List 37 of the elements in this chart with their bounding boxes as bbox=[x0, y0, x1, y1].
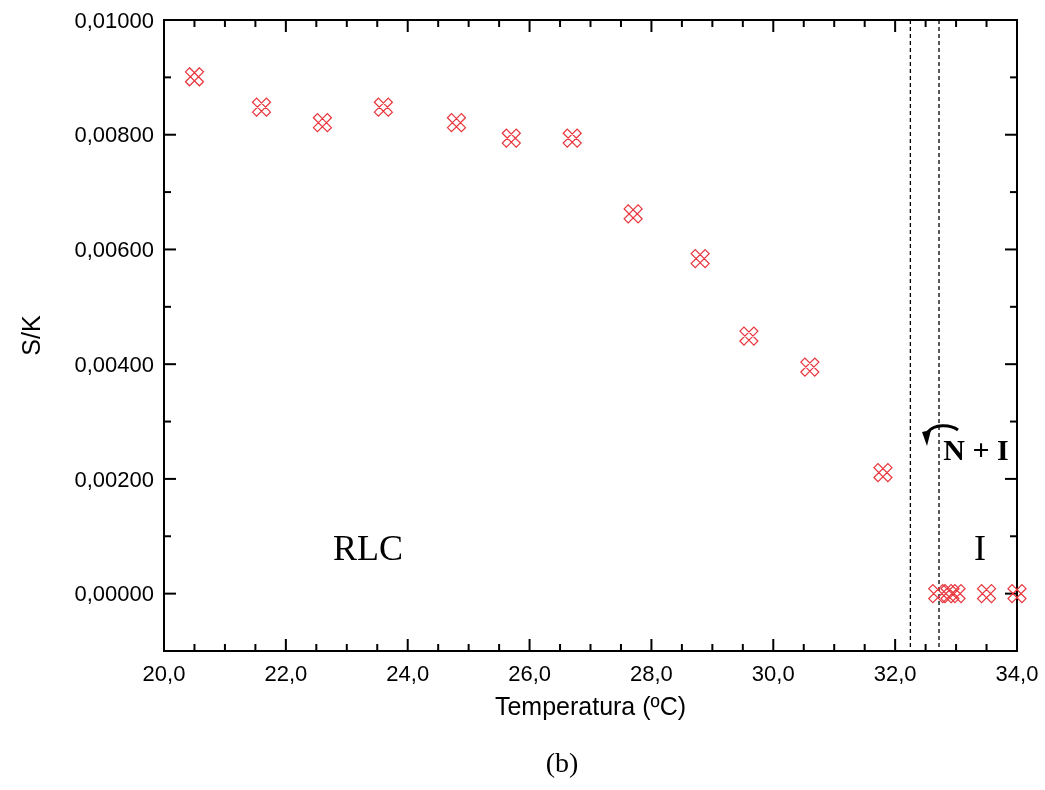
point bbox=[1007, 584, 1027, 604]
x-tick-label: 26,0 bbox=[508, 661, 551, 686]
point bbox=[940, 584, 960, 604]
point bbox=[800, 357, 820, 377]
y-tick-label: 0,00000 bbox=[74, 581, 154, 607]
y-axis-title: S/K bbox=[17, 315, 45, 356]
point bbox=[184, 67, 205, 87]
y-tick-label: 0,00800 bbox=[74, 122, 154, 148]
point bbox=[562, 128, 582, 148]
x-axis-title: Temperatura (ºC) bbox=[494, 692, 687, 720]
y-tick-label: 0,00200 bbox=[74, 466, 154, 492]
point bbox=[446, 113, 467, 133]
y-tick-label: 0,01000 bbox=[74, 7, 154, 33]
point bbox=[312, 113, 333, 133]
y-tick-label: 0,00400 bbox=[74, 351, 154, 377]
point bbox=[623, 204, 643, 224]
x-tick-label: 30,0 bbox=[751, 661, 795, 686]
x-tick-label: 32,0 bbox=[873, 661, 917, 686]
x-tick-label: 24,0 bbox=[386, 661, 430, 686]
y-tick-label: 0,00600 bbox=[74, 237, 154, 263]
x-tick-label: 22,0 bbox=[264, 661, 308, 686]
annotation: I bbox=[974, 528, 986, 568]
annotation: RLC bbox=[332, 528, 404, 568]
point bbox=[946, 584, 966, 604]
x-tick-label: 20,0 bbox=[142, 661, 186, 686]
text: (b) bbox=[545, 747, 579, 778]
point bbox=[690, 249, 710, 269]
point bbox=[873, 463, 893, 483]
point bbox=[739, 326, 759, 346]
x-tick-label: 34,0 bbox=[995, 661, 1039, 686]
point bbox=[501, 128, 521, 148]
annotation: N + I bbox=[943, 433, 1009, 466]
point bbox=[251, 97, 272, 117]
point bbox=[928, 584, 948, 604]
point bbox=[373, 97, 393, 117]
x-tick-label: 28,0 bbox=[630, 661, 673, 686]
point bbox=[976, 584, 997, 604]
